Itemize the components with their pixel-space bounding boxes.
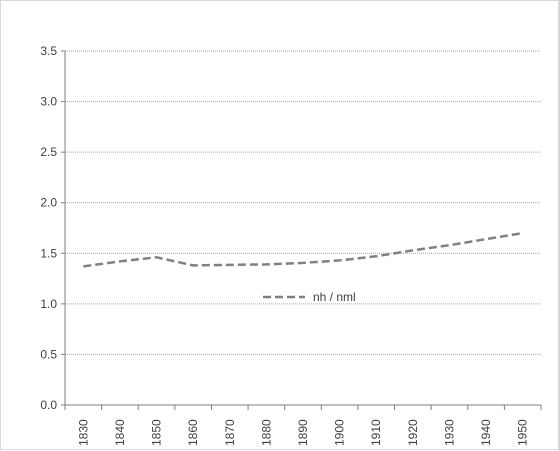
gridlines bbox=[61, 50, 541, 406]
x-tick-label: 1930 bbox=[442, 419, 456, 446]
y-tick-label: 3.0 bbox=[40, 95, 57, 109]
y-tick-label: 3.5 bbox=[40, 44, 57, 58]
x-tick-label: 1910 bbox=[369, 419, 383, 446]
x-tick-label: 1940 bbox=[479, 419, 493, 446]
x-tick-label: 1870 bbox=[223, 419, 237, 446]
x-tick-label: 1860 bbox=[186, 419, 200, 446]
y-tick-label: 2.5 bbox=[40, 145, 57, 159]
x-tick-label: 1900 bbox=[333, 419, 347, 446]
y-tick-label: 0.0 bbox=[40, 398, 57, 412]
series-line bbox=[83, 231, 523, 268]
x-tick-label: 1830 bbox=[76, 419, 90, 446]
legend-label: nh / nml bbox=[313, 290, 356, 304]
y-tick-label: 1.0 bbox=[40, 297, 57, 311]
x-tick-label: 1890 bbox=[296, 419, 310, 446]
axes bbox=[64, 51, 541, 406]
x-tick-label: 1920 bbox=[406, 419, 420, 446]
y-tick-labels: 0.0 0.5 1.0 1.5 2.0 2.5 3.0 3.5 bbox=[40, 44, 57, 412]
x-tick-label: 1880 bbox=[259, 419, 273, 446]
x-tick-label: 1850 bbox=[150, 419, 164, 446]
x-tick-labels: 1830 1840 1850 1860 1870 1880 1890 1900 1910 1920… bbox=[64, 405, 542, 446]
x-tick-label: 1950 bbox=[516, 419, 530, 446]
x-tick-label: 1840 bbox=[113, 419, 127, 446]
y-tick-label: 1.5 bbox=[40, 246, 57, 260]
y-tick-label: 2.0 bbox=[40, 196, 57, 210]
legend: nh / nml bbox=[263, 290, 356, 304]
y-tick-label: 0.5 bbox=[40, 347, 57, 361]
series bbox=[83, 231, 523, 268]
